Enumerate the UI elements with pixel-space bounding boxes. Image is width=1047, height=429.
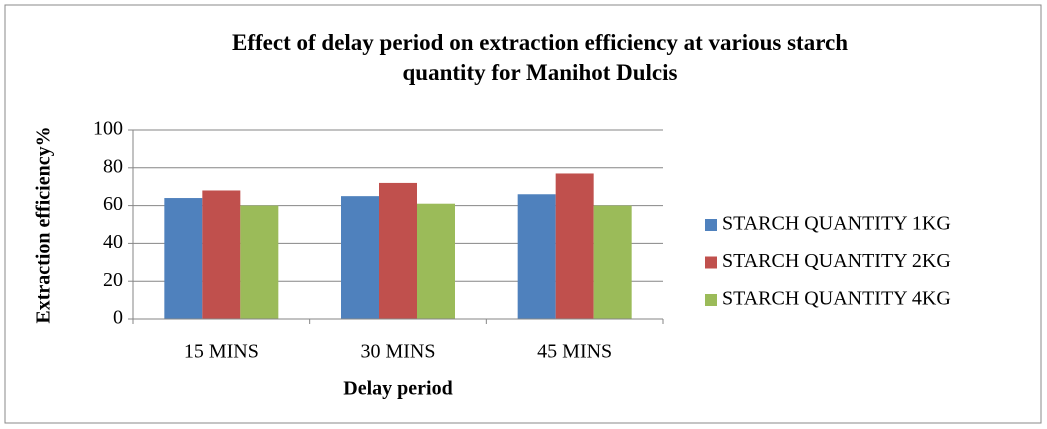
- legend-label: STARCH QUANTITY 2KG: [722, 250, 951, 272]
- y-tick-label: 40: [103, 231, 123, 253]
- legend-swatch: [705, 294, 717, 306]
- x-tick-label: 30 MINS: [360, 341, 435, 363]
- chart-title: Effect of delay period on extraction eff…: [232, 30, 848, 85]
- y-tick-label: 100: [93, 118, 123, 140]
- legend-swatch: [705, 256, 717, 269]
- legend-label: STARCH QUANTITY 1KG: [722, 213, 951, 235]
- bar: [164, 198, 203, 319]
- x-tick-label: 15 MINS: [184, 341, 259, 363]
- bar: [555, 173, 594, 319]
- bar: [240, 205, 279, 319]
- chart-border: [4, 4, 1042, 424]
- y-tick-label: 60: [103, 193, 123, 215]
- y-tick-label: 0: [113, 307, 123, 329]
- y-axis-label: Extraction efficiency%: [33, 126, 55, 323]
- bar: [202, 190, 241, 319]
- bar: [417, 203, 455, 319]
- legend-swatch: [705, 219, 717, 231]
- bar: [517, 194, 556, 319]
- y-tick-label: 80: [103, 155, 123, 177]
- bar: [379, 182, 417, 319]
- y-tick-label: 20: [103, 269, 123, 291]
- bar: [593, 205, 632, 319]
- bar: [341, 196, 379, 319]
- legend-label: STARCH QUANTITY 4KG: [722, 288, 951, 310]
- x-tick-label: 45 MINS: [537, 341, 612, 363]
- x-axis-label: Delay period: [343, 378, 452, 400]
